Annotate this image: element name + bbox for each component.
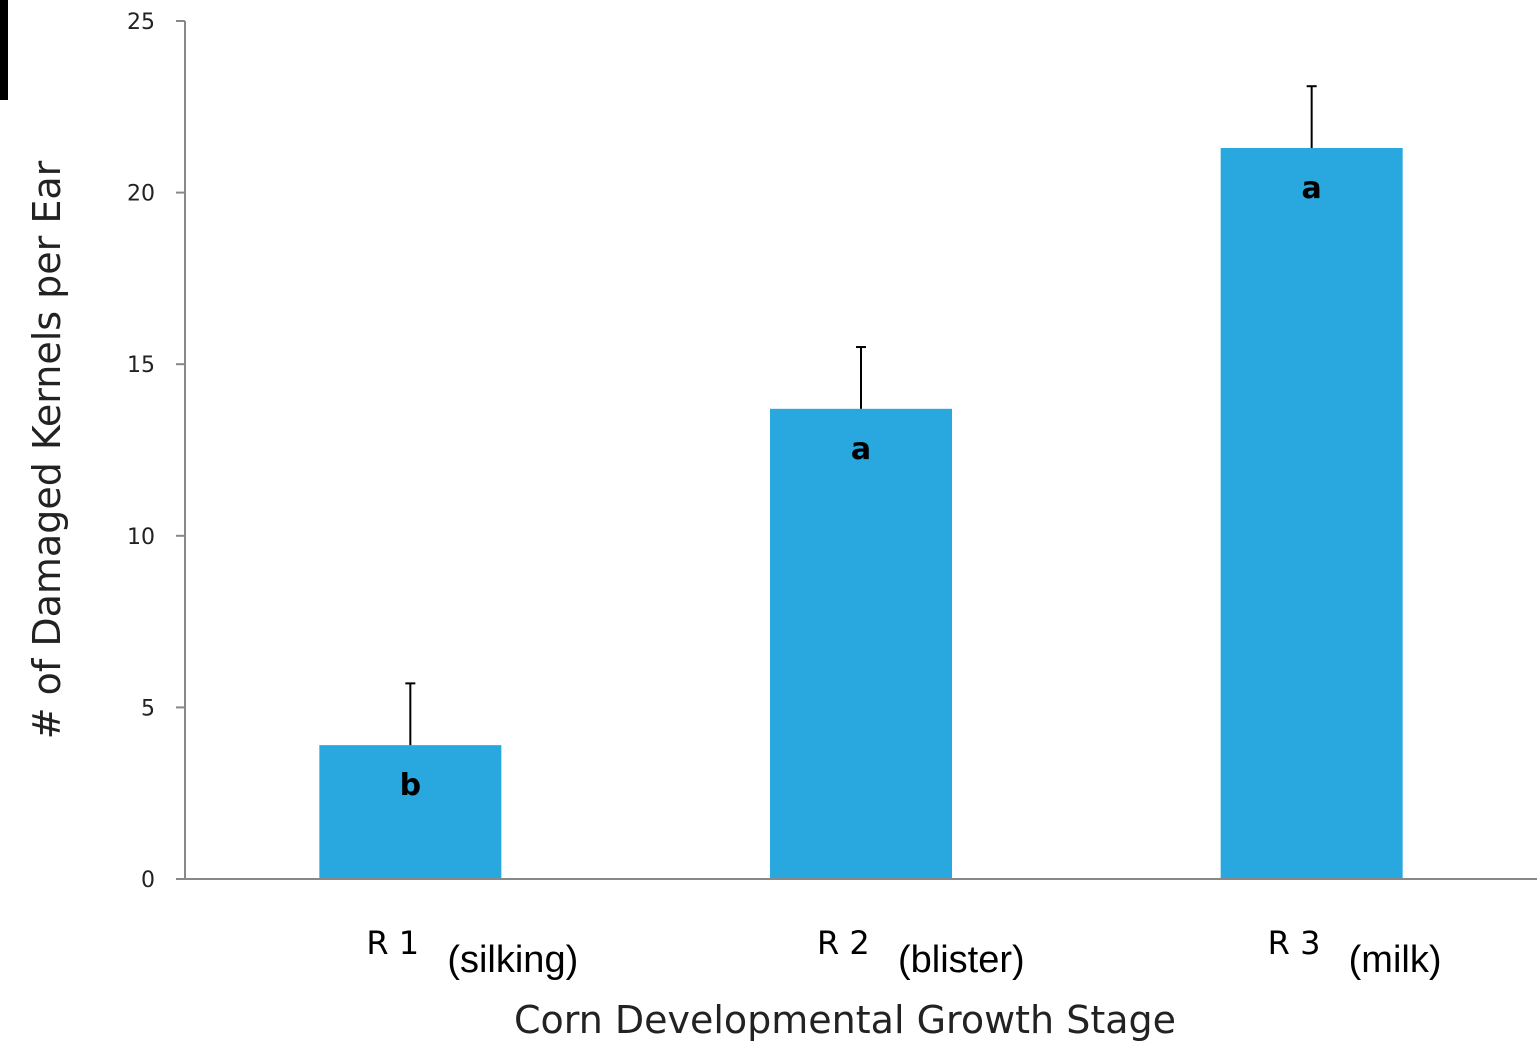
y-tick-label: 15 [127, 353, 155, 378]
significance-letter: b [400, 768, 421, 803]
x-axis-categories: R 1 (silking) R 2 (blister) R 3 (milk) [366, 924, 1441, 981]
bar [319, 745, 502, 879]
bars [319, 147, 1403, 879]
corner-fragment [0, 0, 8, 100]
x-category-label: R 1 [366, 924, 419, 962]
significance-letter: a [1302, 171, 1322, 206]
x-category-label: R 2 [817, 924, 870, 962]
y-axis-title: # of Damaged Kernels per Ear [25, 160, 69, 739]
bar [1220, 147, 1403, 879]
y-tick-label: 5 [141, 696, 155, 721]
y-tick-label: 0 [141, 868, 155, 893]
significance-letters: b a a [400, 171, 1322, 803]
y-tick-label: 25 [127, 10, 155, 35]
significance-letter: a [851, 432, 871, 467]
error-bars [405, 85, 1317, 746]
x-stage-label: (blister) [898, 939, 1025, 981]
x-stage-label: (milk) [1349, 939, 1442, 981]
y-tick-label: 10 [127, 525, 155, 550]
y-axis-ticks: 0 5 10 15 20 25 [127, 10, 185, 893]
y-tick-label: 20 [127, 182, 155, 207]
x-stage-label: (silking) [447, 939, 578, 981]
x-category-label: R 3 [1268, 924, 1321, 962]
x-axis-title: Corn Developmental Growth Stage [514, 998, 1176, 1042]
bar [770, 408, 952, 879]
